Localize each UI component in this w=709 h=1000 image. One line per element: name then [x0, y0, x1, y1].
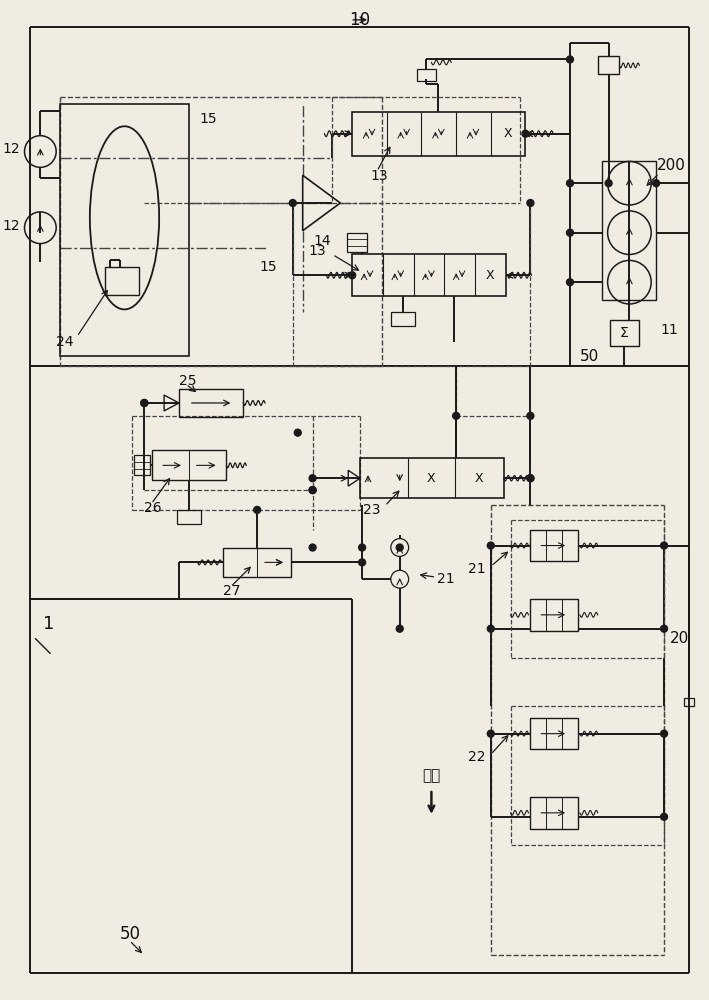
Bar [135, 455, 150, 475]
Circle shape [396, 625, 403, 632]
Text: 1: 1 [43, 615, 55, 633]
Bar [223, 548, 291, 577]
Text: 25: 25 [179, 374, 196, 388]
Circle shape [527, 200, 534, 206]
Circle shape [566, 180, 574, 187]
Bar [179, 389, 243, 417]
Text: 21: 21 [468, 562, 486, 576]
Circle shape [294, 429, 301, 436]
Circle shape [661, 542, 667, 549]
Text: 21: 21 [437, 572, 455, 586]
Circle shape [141, 400, 147, 406]
Circle shape [487, 625, 494, 632]
Text: 12: 12 [3, 219, 21, 233]
Circle shape [141, 400, 147, 406]
Circle shape [661, 730, 667, 737]
Circle shape [653, 180, 659, 187]
Text: 200: 200 [657, 158, 686, 173]
Circle shape [359, 544, 366, 551]
Circle shape [309, 544, 316, 551]
Bar [360, 458, 503, 498]
Circle shape [527, 475, 534, 482]
Text: X: X [427, 472, 436, 485]
Circle shape [566, 56, 574, 63]
Circle shape [661, 813, 667, 820]
Circle shape [396, 544, 403, 551]
Text: 20: 20 [669, 631, 689, 646]
Bar [610, 320, 640, 346]
Bar [598, 56, 620, 74]
Circle shape [309, 487, 316, 494]
Circle shape [527, 475, 534, 482]
Bar [105, 267, 140, 295]
Circle shape [487, 730, 494, 737]
Circle shape [309, 487, 316, 494]
Circle shape [254, 506, 261, 513]
Bar [530, 530, 578, 561]
Circle shape [566, 279, 574, 286]
Circle shape [522, 130, 529, 137]
Circle shape [661, 625, 667, 632]
Circle shape [289, 200, 296, 206]
Text: Σ: Σ [620, 326, 629, 340]
Text: 23: 23 [363, 503, 381, 517]
Bar [347, 233, 367, 252]
Circle shape [349, 272, 356, 279]
Text: 11: 11 [660, 323, 678, 337]
Text: X: X [486, 269, 494, 282]
Text: 13: 13 [308, 244, 326, 258]
Bar [352, 112, 525, 156]
Bar [60, 104, 189, 356]
Circle shape [309, 475, 316, 482]
Bar [602, 161, 656, 300]
Text: 15: 15 [259, 260, 277, 274]
Text: 22: 22 [469, 750, 486, 764]
Text: 26: 26 [145, 501, 162, 515]
Text: 50: 50 [120, 925, 140, 943]
Circle shape [359, 559, 366, 566]
Bar [530, 797, 578, 829]
Text: 15: 15 [200, 112, 218, 126]
Text: 14: 14 [313, 234, 331, 248]
Text: 50: 50 [580, 349, 599, 364]
Bar [417, 69, 436, 81]
Text: X: X [503, 127, 512, 140]
Bar [530, 718, 578, 749]
Bar [530, 599, 578, 631]
Circle shape [605, 180, 612, 187]
Circle shape [487, 542, 494, 549]
Text: 10: 10 [350, 11, 371, 29]
Bar [391, 312, 415, 326]
Circle shape [566, 229, 574, 236]
Circle shape [527, 412, 534, 419]
Bar [177, 510, 201, 524]
Circle shape [452, 412, 459, 419]
Text: X: X [474, 472, 484, 485]
Text: 12: 12 [3, 142, 21, 156]
Bar [352, 254, 506, 296]
Text: 27: 27 [223, 584, 241, 598]
Text: 行進: 行進 [423, 768, 440, 783]
Bar [152, 450, 226, 480]
Text: 24: 24 [56, 335, 74, 349]
Bar [684, 698, 693, 706]
Text: 13: 13 [370, 169, 388, 183]
